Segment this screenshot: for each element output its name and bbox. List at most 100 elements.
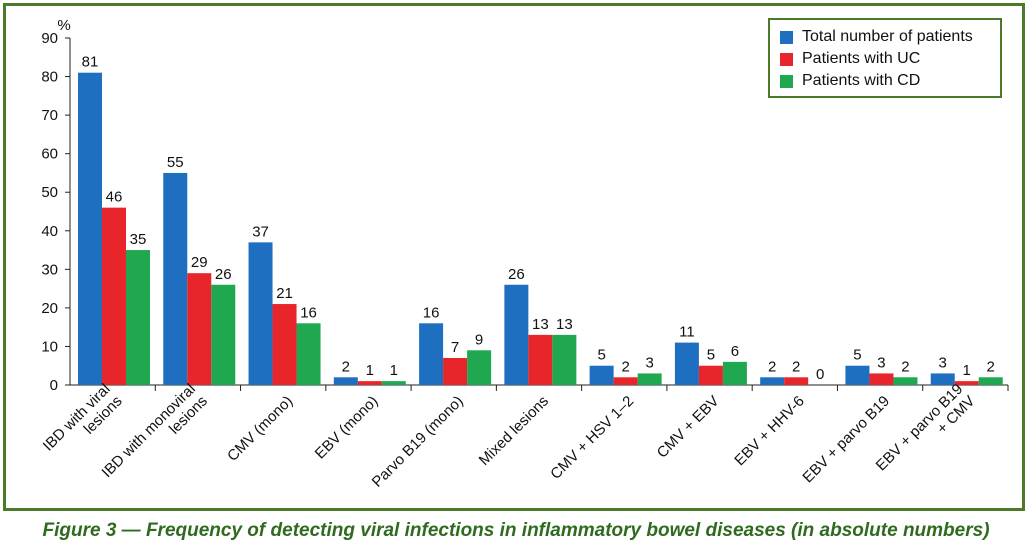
data-label: 2 bbox=[792, 358, 800, 375]
x-tick-label-line: CMV + HSV 1–2 bbox=[547, 393, 637, 483]
bar bbox=[978, 377, 1003, 385]
data-label: 3 bbox=[877, 354, 885, 371]
bar bbox=[637, 373, 662, 385]
bar bbox=[381, 381, 406, 385]
legend-swatch bbox=[780, 30, 793, 44]
data-label: 13 bbox=[556, 316, 573, 333]
bar bbox=[930, 373, 955, 385]
y-tick-label: 20 bbox=[41, 300, 58, 317]
bar bbox=[163, 172, 188, 385]
bar bbox=[784, 377, 809, 385]
bar bbox=[760, 377, 785, 385]
y-tick-label: 0 bbox=[50, 377, 58, 394]
data-label: 6 bbox=[731, 343, 739, 360]
y-tick-label: 40 bbox=[41, 223, 58, 240]
x-tick-label-line: EBV + parvo B19 bbox=[799, 393, 893, 487]
data-label: 13 bbox=[532, 316, 549, 333]
data-label: 2 bbox=[987, 358, 995, 375]
legend-label: Patients with CD bbox=[802, 72, 921, 89]
y-tick-label: 60 bbox=[41, 146, 58, 163]
bar bbox=[357, 381, 382, 385]
bar bbox=[613, 377, 638, 385]
data-label: 1 bbox=[390, 362, 398, 379]
y-tick-label: 30 bbox=[41, 261, 58, 278]
data-label: 21 bbox=[276, 285, 293, 302]
data-label: 26 bbox=[508, 266, 525, 283]
bar bbox=[102, 207, 126, 385]
legend-item: Total number of patients bbox=[780, 26, 1000, 48]
data-label: 3 bbox=[645, 354, 653, 371]
bar bbox=[272, 304, 297, 385]
data-label: 55 bbox=[167, 154, 184, 171]
data-label: 2 bbox=[621, 358, 629, 375]
legend-item: Patients with CD bbox=[780, 70, 1000, 92]
bar bbox=[78, 72, 102, 385]
bar bbox=[698, 365, 723, 385]
bar bbox=[845, 365, 870, 385]
bar bbox=[869, 373, 894, 385]
bar bbox=[211, 284, 236, 385]
legend-label: Total number of patients bbox=[802, 28, 973, 45]
data-label: 9 bbox=[475, 331, 483, 348]
bar bbox=[296, 323, 321, 385]
x-tick-label-line: EBV (mono) bbox=[312, 393, 382, 463]
x-tick-label-line: CMV (mono) bbox=[224, 393, 296, 465]
x-tick-label: EBV (mono) bbox=[312, 393, 382, 463]
data-label: 16 bbox=[300, 304, 317, 321]
x-tick-label: EBV + parvo B19+ CMV bbox=[873, 381, 979, 487]
legend-item: Patients with UC bbox=[780, 48, 1000, 70]
x-tick-label-line: Mixed lesions bbox=[476, 393, 552, 469]
x-tick-label: Parvo B19 (mono) bbox=[369, 393, 467, 491]
data-label: 2 bbox=[901, 358, 909, 375]
data-label: 11 bbox=[679, 324, 695, 341]
data-label: 7 bbox=[451, 339, 459, 356]
data-label: 35 bbox=[130, 231, 147, 248]
data-label: 5 bbox=[707, 347, 715, 364]
y-tick-label: 90 bbox=[41, 30, 58, 47]
data-label: 16 bbox=[423, 304, 440, 321]
bar bbox=[443, 358, 468, 385]
x-tick-label-line: CMV + EBV bbox=[654, 393, 723, 462]
data-label: 3 bbox=[939, 354, 947, 371]
legend-swatch bbox=[780, 74, 793, 88]
bar bbox=[126, 250, 150, 385]
data-label: 2 bbox=[768, 358, 776, 375]
data-label: 1 bbox=[963, 362, 971, 379]
data-label: 1 bbox=[366, 362, 374, 379]
bar bbox=[893, 377, 918, 385]
bar bbox=[504, 284, 529, 385]
bar bbox=[528, 334, 553, 385]
x-tick-label: CMV + EBV bbox=[654, 393, 723, 462]
data-label: 46 bbox=[106, 189, 123, 206]
data-label: 37 bbox=[252, 223, 269, 240]
data-label: 0 bbox=[816, 366, 824, 383]
bar bbox=[333, 377, 358, 385]
x-tick-label: Mixed lesions bbox=[476, 393, 552, 469]
x-tick-label: EBV + HHV-6 bbox=[731, 393, 808, 470]
bar bbox=[589, 365, 614, 385]
y-tick-label: 10 bbox=[41, 338, 58, 355]
bar bbox=[187, 273, 212, 385]
legend-swatch bbox=[780, 52, 793, 66]
x-tick-label-line: EBV + HHV-6 bbox=[731, 393, 808, 470]
x-tick-label: CMV (mono) bbox=[224, 393, 296, 465]
y-tick-label: 50 bbox=[41, 184, 58, 201]
data-label: 5 bbox=[597, 347, 605, 364]
x-tick-label: EBV + parvo B19 bbox=[799, 393, 893, 487]
bar bbox=[722, 361, 747, 385]
bar bbox=[674, 342, 699, 385]
y-tick-label: 80 bbox=[41, 69, 58, 86]
data-label: 5 bbox=[853, 347, 861, 364]
data-label: 29 bbox=[191, 254, 208, 271]
x-tick-label: CMV + HSV 1–2 bbox=[547, 393, 637, 483]
bar bbox=[552, 334, 577, 385]
bar bbox=[248, 242, 273, 385]
figure-caption: Figure 3 — Frequency of detecting viral … bbox=[42, 520, 990, 541]
y-axis-label: % bbox=[57, 17, 70, 34]
data-label: 2 bbox=[342, 358, 350, 375]
bar bbox=[419, 323, 444, 385]
data-label: 26 bbox=[215, 266, 232, 283]
data-label: 81 bbox=[82, 54, 99, 71]
bar bbox=[467, 350, 492, 385]
